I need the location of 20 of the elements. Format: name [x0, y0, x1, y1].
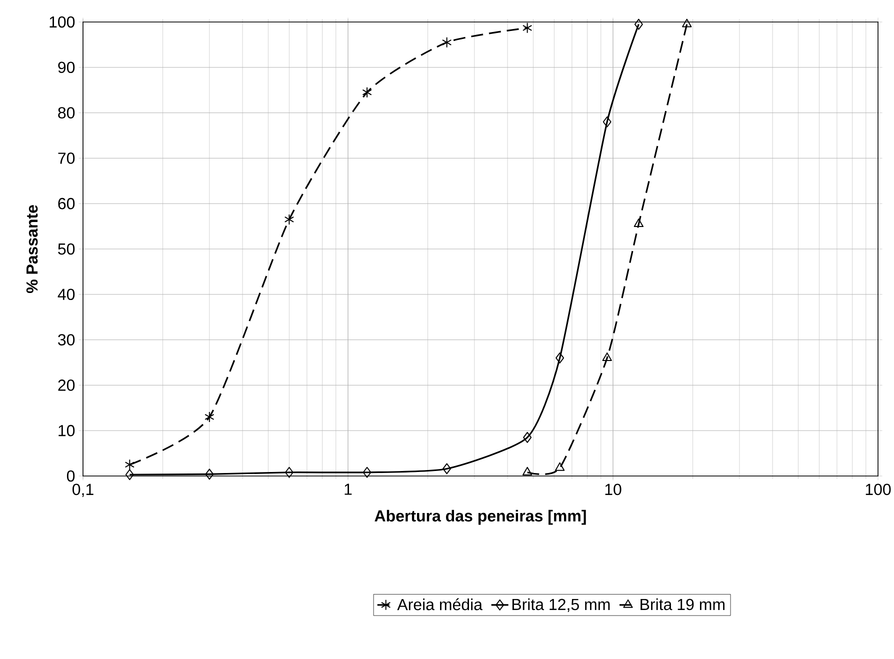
- x-tick-label: 0,1: [72, 484, 94, 497]
- legend-label: Areia média: [397, 598, 483, 610]
- y-tick-label: 60: [58, 198, 75, 210]
- y-tick-label: 40: [58, 288, 75, 300]
- y-tick-label: 30: [58, 334, 75, 346]
- x-tick-label: 100: [866, 484, 891, 496]
- legend-label: Brita 12,5 mm: [512, 598, 610, 612]
- y-tick-label: 90: [58, 62, 75, 74]
- y-tick-label: 20: [58, 380, 75, 391]
- y-tick-label: 100: [50, 16, 75, 28]
- x-axis-title: Abertura das peneiras [mm]: [374, 510, 586, 525]
- y-tick-label: 10: [58, 424, 75, 436]
- x-tick-label: 1: [344, 484, 352, 495]
- y-tick-label: 80: [58, 107, 75, 118]
- legend-label: Brita 19 mm: [640, 598, 724, 610]
- y-tick-label: 50: [58, 243, 75, 255]
- y-tick-label: 70: [58, 152, 75, 164]
- x-tick-label: 10: [605, 484, 622, 496]
- y-tick-label: 0: [66, 470, 75, 482]
- y-axis-title: % Passante: [26, 205, 38, 294]
